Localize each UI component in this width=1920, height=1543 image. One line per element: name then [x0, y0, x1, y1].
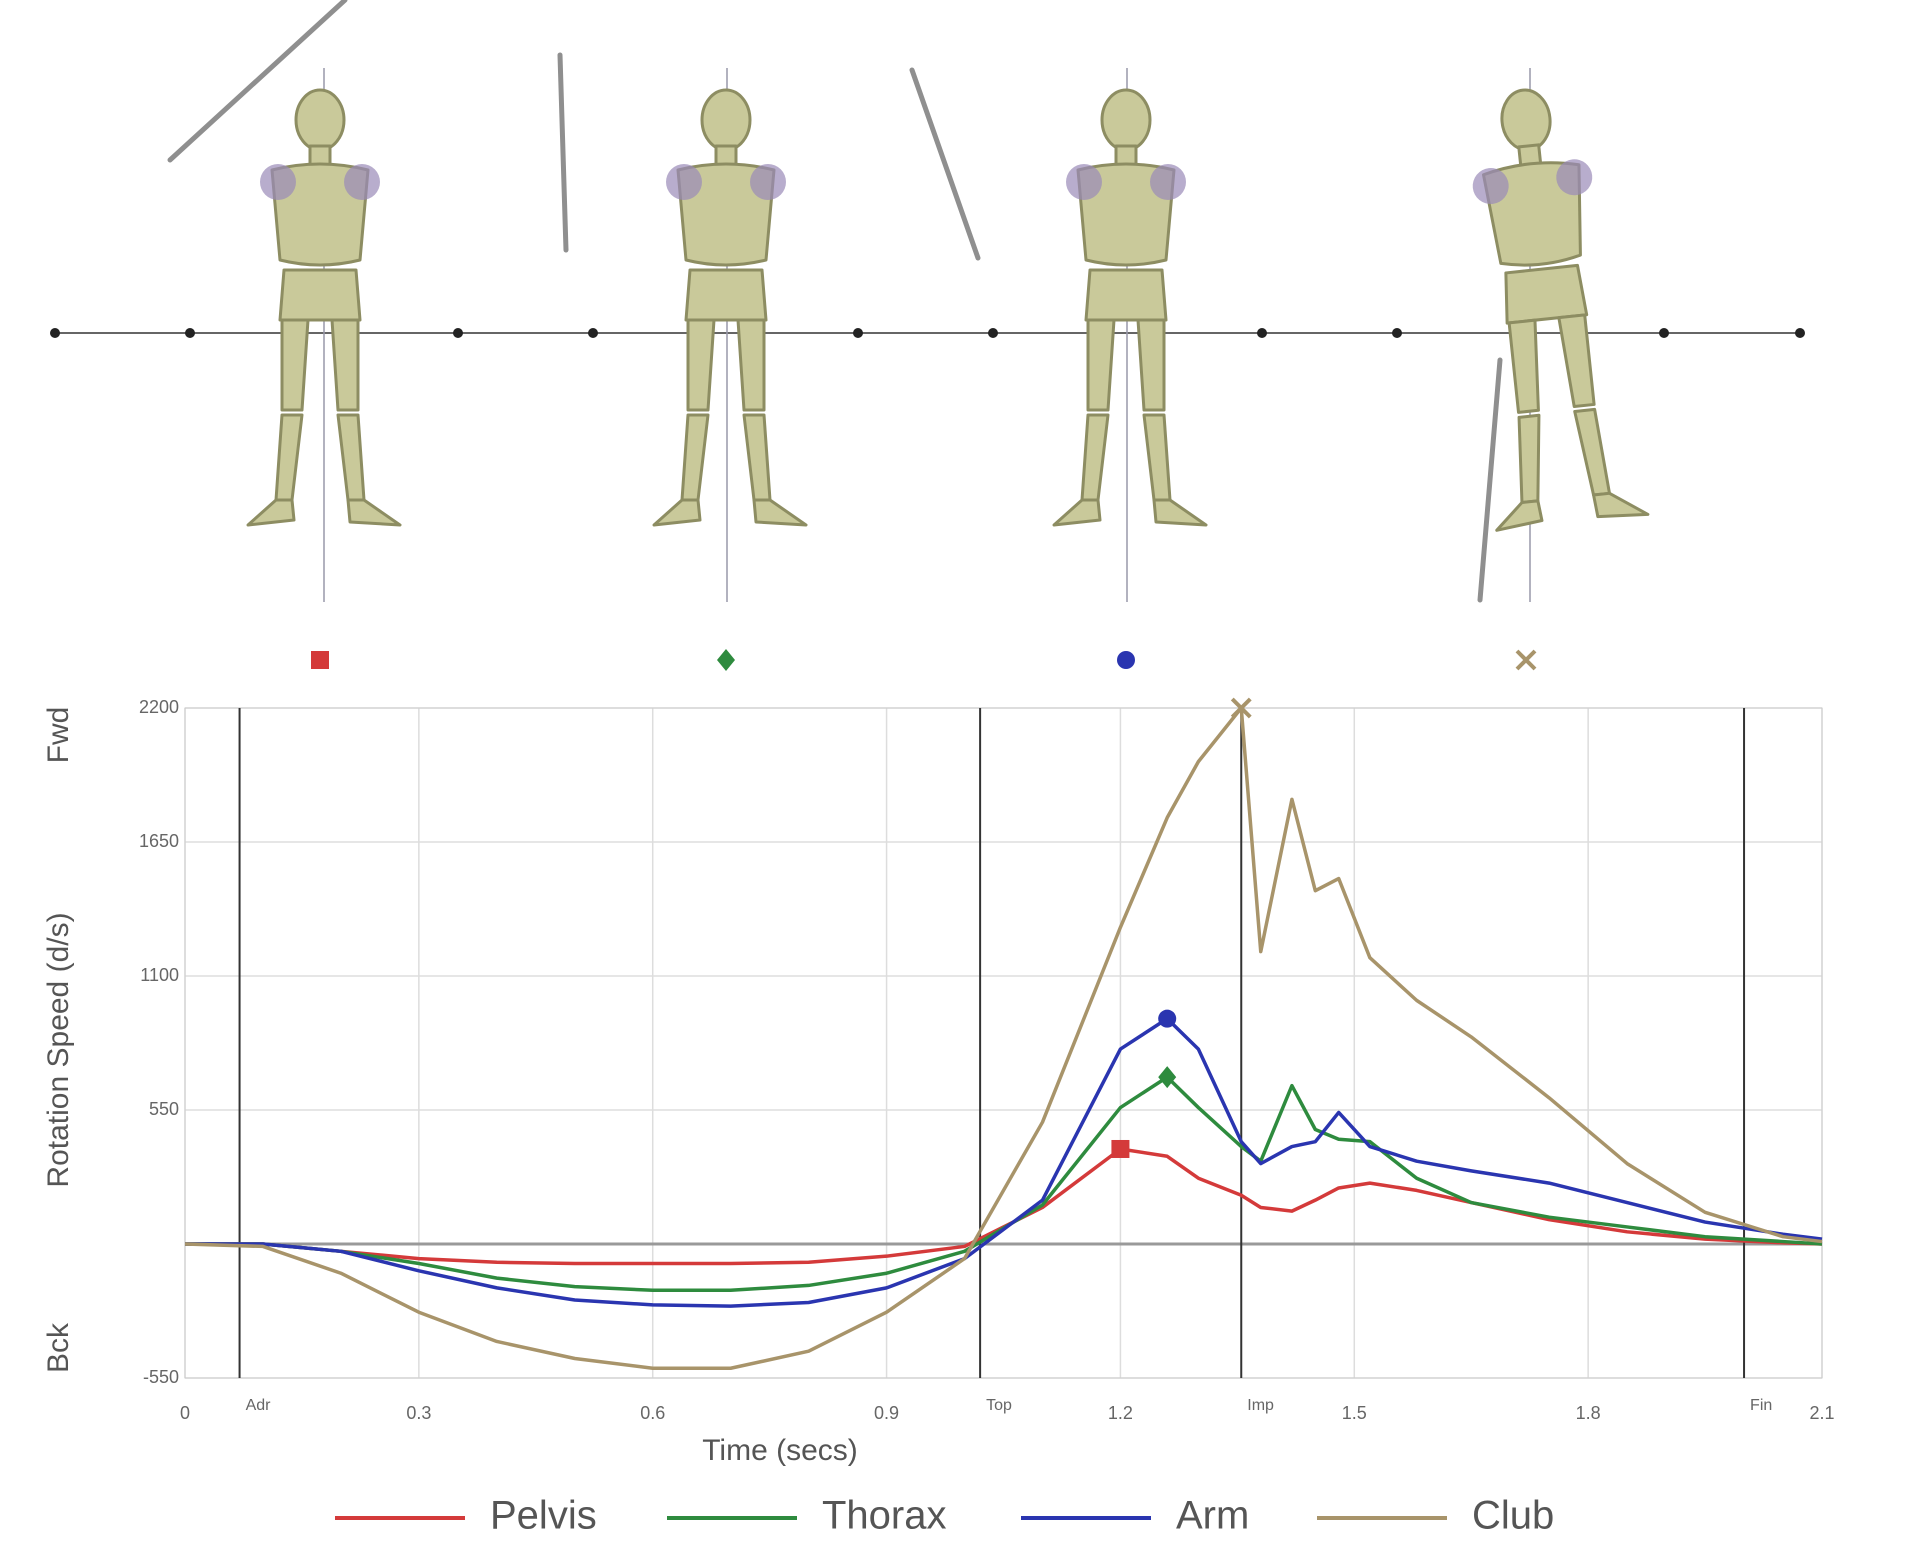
pose-marker: [717, 649, 735, 671]
pose-strip: [50, 0, 1805, 603]
pose-axis-dots: [50, 328, 1805, 338]
golf-club: [167, 0, 1503, 603]
y-tick-label: 1100: [140, 965, 179, 985]
legend-label: Arm: [1176, 1494, 1249, 1538]
legend-label: Thorax: [822, 1494, 947, 1538]
x-axis-title: Time (secs): [702, 1434, 858, 1467]
x-tick-label: 1.2: [1108, 1403, 1133, 1423]
x-tick-label: 0.6: [640, 1403, 665, 1423]
y-tick-label: 550: [149, 1099, 179, 1119]
event-label: Adr: [246, 1397, 272, 1414]
x-tick-label: 0: [180, 1403, 190, 1423]
y-tick-label: 1650: [139, 831, 179, 851]
peak-marker: [1111, 1139, 1130, 1158]
peak-marker: [1158, 1009, 1177, 1028]
x-tick-label: 2.1: [1809, 1403, 1834, 1423]
pose-verticals: [323, 68, 1531, 602]
plot-frame: [184, 707, 1823, 1379]
x-tick-label: 0.9: [874, 1403, 899, 1423]
event-label: Top: [986, 1397, 1012, 1414]
pose-marker: [1515, 649, 1537, 671]
series-line: [185, 1075, 1823, 1293]
x-tick-label: 1.5: [1342, 1403, 1367, 1423]
event-label: Fin: [1750, 1397, 1772, 1414]
peak-marker: [1158, 1066, 1177, 1089]
pose-marker: [311, 651, 329, 669]
pose-markers: [311, 649, 1537, 671]
series-line: [184, 706, 1823, 1370]
peak-marker: [1230, 697, 1252, 719]
legend-label: Pelvis: [490, 1494, 597, 1538]
event-label: Imp: [1247, 1397, 1274, 1414]
x-tick-label: 1.8: [1576, 1403, 1601, 1423]
legend-label: Club: [1472, 1494, 1554, 1538]
y-tick-label: -550: [143, 1367, 179, 1387]
y-top-label: Fwd: [42, 707, 75, 764]
x-tick-label: 0.3: [406, 1403, 431, 1423]
series-line: [185, 1147, 1823, 1266]
pose-marker: [1117, 651, 1135, 669]
y-tick-label: 2200: [139, 697, 179, 717]
series-line: [185, 1016, 1823, 1308]
y-axis-title: Rotation Speed (d/s): [42, 912, 75, 1187]
y-bottom-label: Bck: [42, 1322, 75, 1373]
